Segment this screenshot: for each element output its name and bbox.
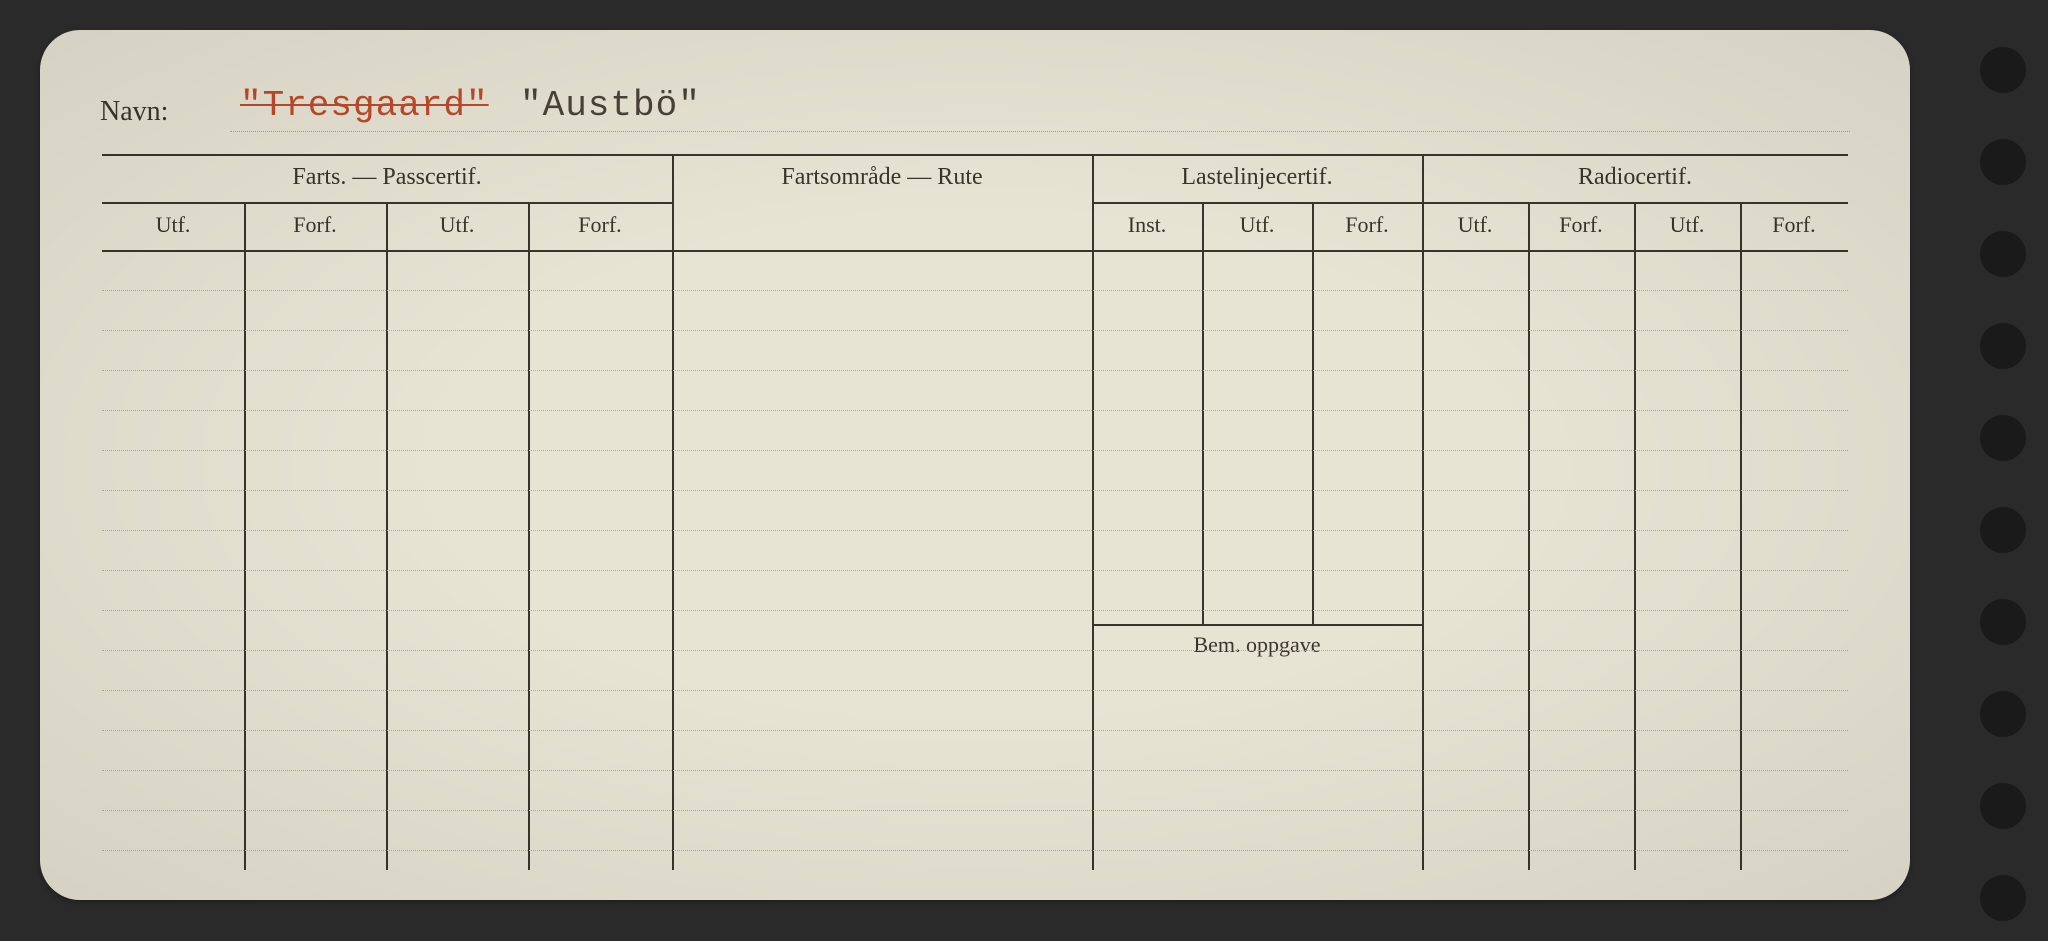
name-row: Navn: "Tresgaard" "Austbö" bbox=[100, 88, 1850, 132]
ledger-row bbox=[102, 330, 1848, 331]
ledger-row bbox=[102, 290, 1848, 291]
header-label: Utf. bbox=[386, 212, 528, 238]
index-card: Navn: "Tresgaard" "Austbö" Farts. — Pass… bbox=[40, 30, 1910, 900]
binder-hole bbox=[1980, 231, 2026, 277]
header-label: Forf. bbox=[244, 212, 386, 238]
header-label: Fartsområde — Rute bbox=[672, 164, 1092, 191]
ledger-row bbox=[102, 650, 1848, 651]
header-label: Farts. — Passcertif. bbox=[102, 164, 672, 191]
ledger-row bbox=[102, 450, 1848, 451]
binder-hole bbox=[1980, 47, 2026, 93]
header-label: Utf. bbox=[1634, 212, 1740, 238]
bem-oppgave-label: Bem. oppgave bbox=[1092, 632, 1422, 658]
header-label: Forf. bbox=[1312, 212, 1422, 238]
ledger-row bbox=[102, 610, 1848, 611]
ledger-row bbox=[102, 730, 1848, 731]
ledger-row bbox=[102, 410, 1848, 411]
binder-hole bbox=[1980, 507, 2026, 553]
ledger-row bbox=[102, 810, 1848, 811]
binder-holes bbox=[1958, 0, 2038, 941]
ledger-row bbox=[102, 570, 1848, 571]
ledger-row bbox=[102, 690, 1848, 691]
name-underline bbox=[230, 131, 1850, 132]
header-label: Forf. bbox=[1528, 212, 1634, 238]
header-label: Lastelinjecertif. bbox=[1092, 164, 1422, 191]
name-current: "Austbö" bbox=[520, 85, 701, 126]
header-label: Forf. bbox=[1740, 212, 1848, 238]
binder-hole bbox=[1980, 139, 2026, 185]
ledger-row bbox=[102, 530, 1848, 531]
name-label: Navn: bbox=[100, 96, 168, 128]
header-label: Utf. bbox=[102, 212, 244, 238]
header-label: Forf. bbox=[528, 212, 672, 238]
binder-hole bbox=[1980, 783, 2026, 829]
header-label: Inst. bbox=[1092, 212, 1202, 238]
header-label: Utf. bbox=[1202, 212, 1312, 238]
binder-hole bbox=[1980, 875, 2026, 921]
binder-hole bbox=[1980, 323, 2026, 369]
binder-hole bbox=[1980, 599, 2026, 645]
ledger-row bbox=[102, 850, 1848, 851]
name-struck: "Tresgaard" bbox=[240, 85, 489, 126]
header-label: Radiocertif. bbox=[1422, 164, 1848, 191]
ledger-row bbox=[102, 490, 1848, 491]
table-area: Farts. — Passcertif.Fartsområde — RuteLa… bbox=[102, 154, 1848, 870]
ledger-row bbox=[102, 370, 1848, 371]
binder-hole bbox=[1980, 691, 2026, 737]
binder-hole bbox=[1980, 415, 2026, 461]
header-label: Utf. bbox=[1422, 212, 1528, 238]
ledger-row bbox=[102, 770, 1848, 771]
